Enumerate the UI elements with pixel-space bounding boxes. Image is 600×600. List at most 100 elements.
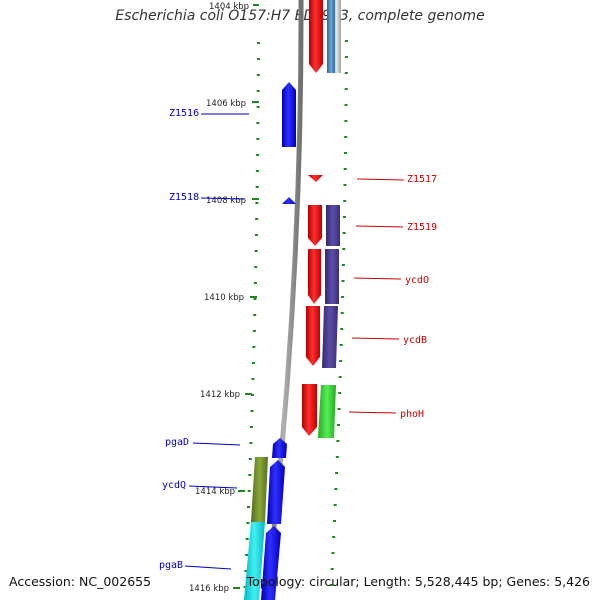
- track-dot: [329, 584, 333, 586]
- gene-arrow-z1517[interactable]: [308, 175, 323, 182]
- track-dot: [254, 234, 258, 236]
- track-dot: [253, 282, 257, 284]
- track-dot: [256, 154, 260, 156]
- gene-label-ycdq[interactable]: ycdQ: [162, 480, 186, 491]
- gene-label-z1517[interactable]: Z1517: [407, 174, 437, 185]
- gene-label-pgad[interactable]: pgaD: [165, 437, 189, 448]
- track-dot: [256, 74, 260, 76]
- track-dot: [249, 426, 253, 428]
- gene-arrow-ycdb[interactable]: [306, 306, 320, 366]
- track-dot: [333, 520, 336, 522]
- gene-arrow-pgab[interactable]: [261, 526, 281, 600]
- gene-label-ycdo[interactable]: ycdO: [405, 275, 429, 286]
- track-dot: [344, 104, 348, 106]
- track-dot: [246, 522, 250, 524]
- track-dot: [255, 218, 259, 220]
- cog-block-purple: [326, 205, 340, 246]
- track-dot: [250, 410, 254, 412]
- ruler: 1404 kbp 1406 kbp 1408 kbp 1410 kbp 1412…: [189, 2, 259, 594]
- cog-block-olive: [251, 457, 268, 522]
- gene-arrow-pgad[interactable]: [272, 438, 287, 458]
- track-dot: [344, 72, 348, 74]
- track-dot: [256, 106, 260, 108]
- track-dot: [332, 536, 336, 538]
- track-dot: [339, 360, 343, 362]
- track-dot: [251, 394, 254, 396]
- track-dot: [339, 344, 343, 346]
- cog-block-purple: [322, 306, 338, 368]
- track-dot: [337, 408, 341, 410]
- track-dot: [256, 58, 260, 60]
- track-dot: [342, 232, 346, 234]
- label-leader: [353, 277, 402, 280]
- track-dot: [344, 120, 348, 122]
- track-dot: [255, 186, 259, 188]
- track-dot: [338, 392, 342, 394]
- gene-arrow-z1518[interactable]: [282, 197, 296, 204]
- track-dot: [337, 424, 340, 426]
- forward-strand-genes: [302, 0, 323, 436]
- track-dot: [248, 458, 252, 460]
- track-dot: [343, 184, 347, 186]
- track-dot: [344, 40, 348, 42]
- gene-label-z1516[interactable]: Z1516: [169, 108, 199, 119]
- ruler-label-1414: 1414 kbp: [195, 487, 235, 497]
- track-dot: [334, 488, 338, 490]
- track-dot: [344, 88, 348, 90]
- gene-labels-reverse: Z1516 Z1518 pgaD ycdQ pgaB: [159, 108, 249, 571]
- label-leader: [184, 565, 232, 570]
- gene-arrow-ycdo[interactable]: [308, 249, 321, 304]
- track-dot: [344, 56, 348, 58]
- track-dot: [335, 472, 339, 474]
- gene-arrow-z1519[interactable]: [308, 205, 322, 246]
- gene-label-ycdb[interactable]: ycdB: [403, 335, 427, 346]
- track-dot: [335, 456, 339, 458]
- track-dot: [341, 264, 345, 266]
- gene-arrow-top[interactable]: [309, 0, 323, 73]
- track-dot: [344, 136, 348, 138]
- track-dot: [256, 138, 260, 140]
- gene-arrow-phoh[interactable]: [302, 384, 317, 436]
- track-dot: [256, 90, 260, 92]
- gene-arrow-z1516[interactable]: [282, 82, 296, 147]
- gene-label-z1518[interactable]: Z1518: [169, 192, 199, 203]
- track-dot: [340, 312, 344, 314]
- genome-summary-text: Topology: circular; Length: 5,528,445 bp…: [246, 574, 590, 589]
- track-dot: [254, 250, 258, 252]
- track-dot: [256, 42, 260, 44]
- track-dot: [245, 554, 249, 556]
- track-dot: [336, 440, 340, 442]
- track-dot: [248, 474, 252, 476]
- track-dot: [243, 586, 247, 588]
- gene-label-phoh[interactable]: phoH: [400, 409, 424, 420]
- label-leader: [355, 225, 404, 228]
- track-dot: [251, 378, 255, 380]
- label-leader: [351, 337, 400, 340]
- track-dot: [256, 122, 260, 124]
- cog-block-steelblue: [327, 0, 335, 73]
- cog-block-green: [318, 385, 336, 438]
- gene-label-z1519[interactable]: Z1519: [407, 222, 437, 233]
- track-dot: [252, 346, 256, 348]
- track-dot: [343, 200, 347, 202]
- track-dot: [249, 442, 253, 444]
- reverse-strand-genes: [261, 82, 296, 600]
- track-dot: [251, 362, 255, 364]
- track-dot: [341, 296, 345, 298]
- cog-track-forward: [318, 0, 341, 438]
- track-dot: [244, 570, 248, 572]
- track-dot: [245, 538, 249, 540]
- label-leader: [200, 197, 245, 200]
- label-leader: [348, 411, 397, 414]
- cog-block-purple: [325, 249, 339, 304]
- track-dot: [344, 152, 347, 154]
- gene-arrow-ycdq[interactable]: [267, 460, 285, 524]
- gene-label-pgab[interactable]: pgaB: [159, 560, 183, 571]
- track-dot: [331, 552, 335, 554]
- gc-dot-track-right: [329, 40, 348, 586]
- label-leader: [356, 178, 405, 181]
- track-dot: [343, 168, 347, 170]
- track-dot: [254, 266, 258, 268]
- track-dot: [255, 202, 259, 204]
- track-dot: [338, 376, 342, 378]
